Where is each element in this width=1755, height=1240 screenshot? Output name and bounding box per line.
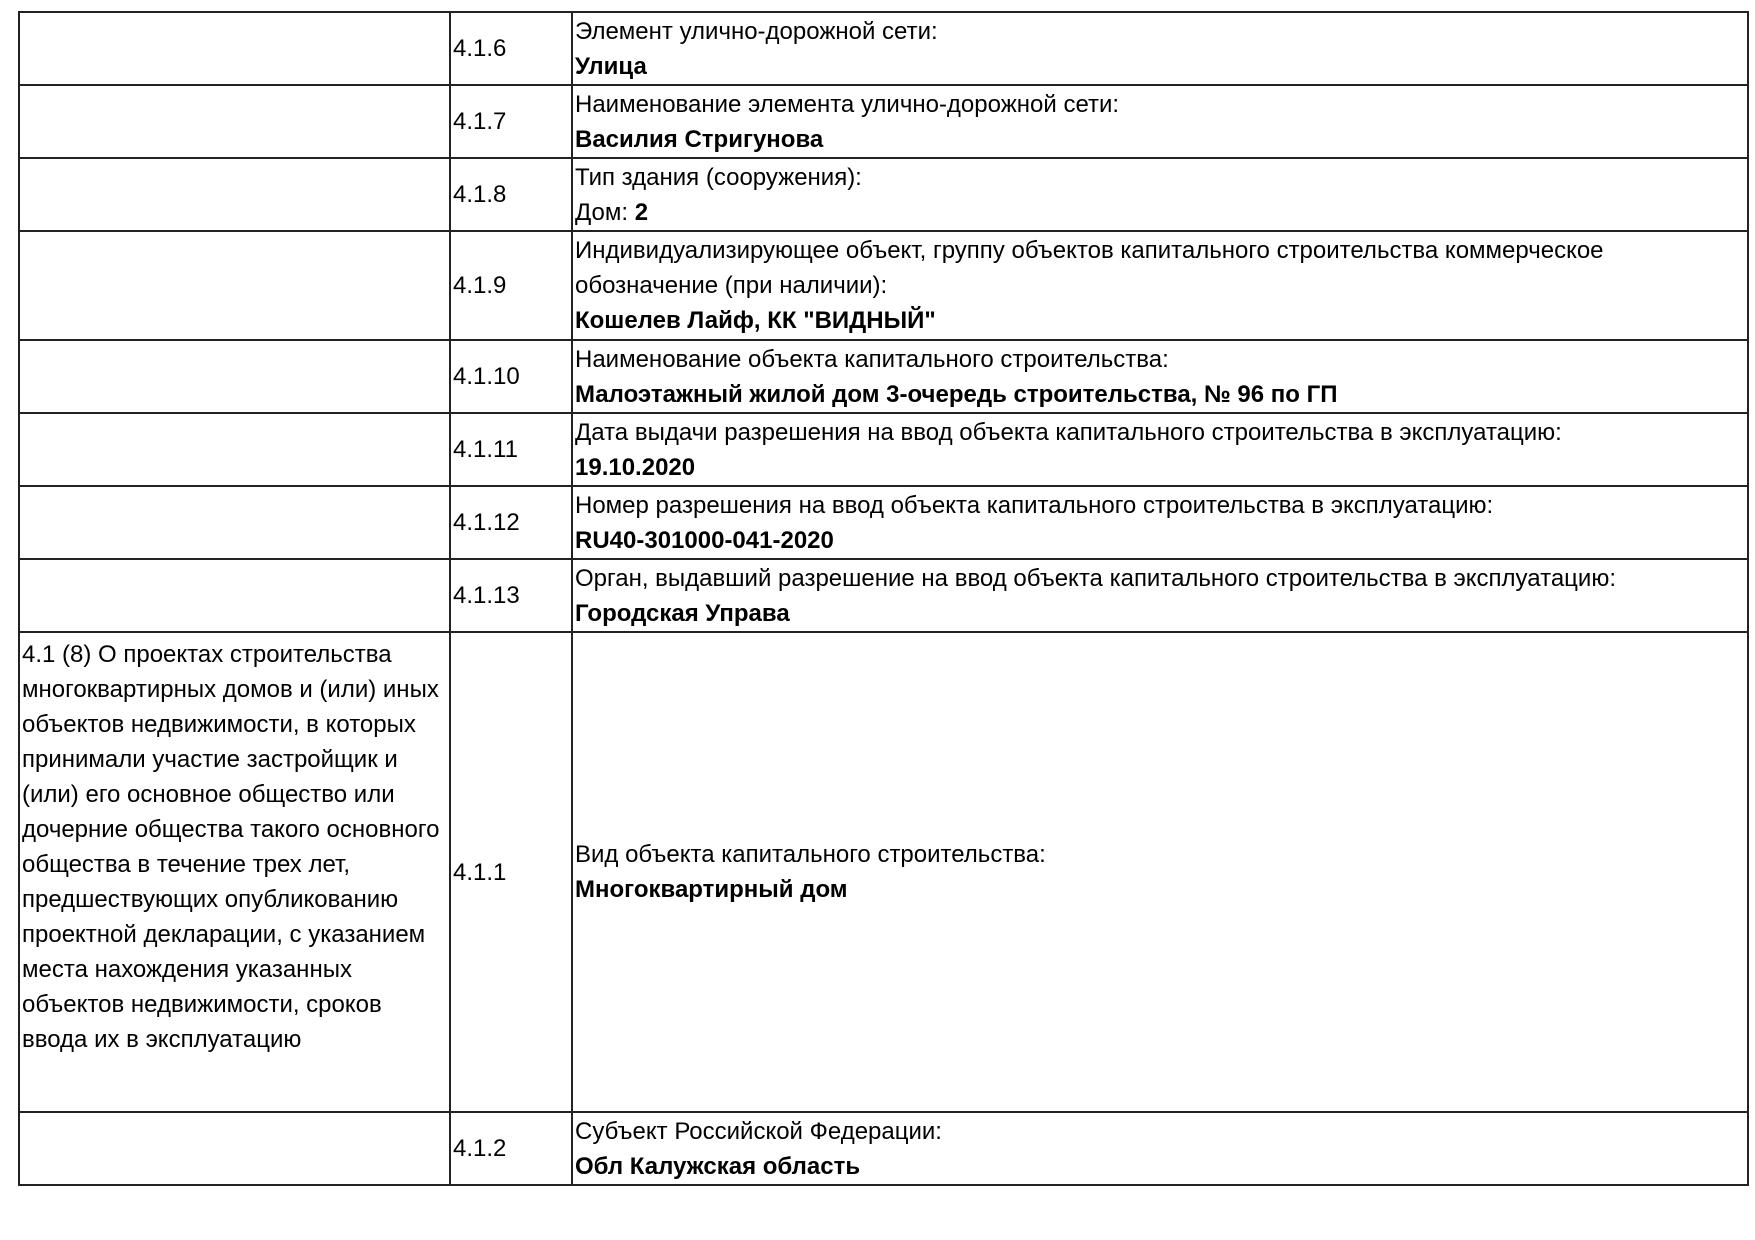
table-row: 4.1.2 Субъект Российской Федерации: Обл Ка…: [18, 1111, 1749, 1186]
field-label: Орган, выдавший разрешение на ввод объек…: [575, 564, 1616, 592]
field-label: Вид объекта капитального строительства:: [575, 841, 1046, 868]
section-cell: [18, 339, 451, 414]
field-cell: Орган, выдавший разрешение на ввод объек…: [571, 558, 1749, 633]
field-cell: Элемент улично-дорожной сети: Улица: [571, 11, 1749, 86]
field-value: 2: [634, 198, 649, 226]
table-row: 4.1.6 Элемент улично-дорожной сети: Улица: [18, 11, 1749, 86]
code-cell: 4.1.1: [449, 631, 573, 1113]
code-cell: 4.1.6: [449, 11, 573, 86]
field-value: Малоэтажный жилой дом 3-очередь строител…: [575, 380, 1338, 408]
code-cell: 4.1.9: [449, 230, 573, 341]
section-cell: [18, 1111, 451, 1186]
field-label: Субъект Российской Федерации:: [575, 1117, 942, 1145]
table-row: 4.1.7 Наименование элемента улично-дорожн…: [18, 84, 1749, 159]
field-label: Номер разрешения на ввод объекта капитал…: [575, 491, 1494, 519]
field-value: Василия Стригунова: [575, 125, 824, 153]
field-cell: Номер разрешения на ввод объекта капитал…: [571, 485, 1749, 560]
field-cell: Наименование объекта капитального строит…: [571, 339, 1749, 414]
section-cell: [18, 485, 451, 560]
field-value: Кошелев Лайф, КК "ВИДНЫЙ": [575, 307, 936, 334]
field-label: Тип здания (сооружения):: [575, 163, 862, 191]
field-label: Элемент улично-дорожной сети:: [575, 17, 938, 45]
table-row: 4.1 (8) О проектах строительства многокв…: [18, 631, 1749, 1113]
section-cell: [18, 157, 451, 232]
field-cell: Наименование элемента улично-дорожной се…: [571, 84, 1749, 159]
table-row: 4.1.11 Дата выдачи разрешения на ввод объ…: [18, 412, 1749, 487]
field-value: Улица: [575, 52, 647, 80]
field-label: Наименование элемента улично-дорожной се…: [575, 90, 1120, 118]
field-label: Наименование объекта капитального строит…: [575, 345, 1169, 373]
code-cell: 4.1.10: [449, 339, 573, 414]
field-cell: Дата выдачи разрешения на ввод объекта к…: [571, 412, 1749, 487]
code-cell: 4.1.8: [449, 157, 573, 232]
code-cell: 4.1.7: [449, 84, 573, 159]
value-prefix: Дом:: [575, 198, 635, 226]
field-value: Городская Управа: [575, 599, 790, 627]
field-value: Обл Калужская область: [575, 1152, 861, 1180]
field-value: RU40-301000-041-2020: [575, 526, 834, 554]
field-cell: Тип здания (сооружения): Дом: 2: [571, 157, 1749, 232]
field-value: Многоквартирный дом: [575, 876, 848, 903]
section-cell: [18, 412, 451, 487]
code-cell: 4.1.13: [449, 558, 573, 633]
field-label: Индивидуализирующее объект, группу объек…: [575, 237, 1604, 299]
table-row: 4.1.10 Наименование объекта капитального …: [18, 339, 1749, 414]
section-cell: [18, 230, 451, 341]
declaration-table: 4.1.6 Элемент улично-дорожной сети: Улица 4…: [18, 11, 1749, 1186]
section-cell: 4.1 (8) О проектах строительства многокв…: [18, 631, 451, 1113]
field-cell: Индивидуализирующее объект, группу объек…: [571, 230, 1749, 341]
code-cell: 4.1.12: [449, 485, 573, 560]
table-row: 4.1.12 Номер разрешения на ввод объекта к…: [18, 485, 1749, 560]
field-cell: Вид объекта капитального строительства: М…: [571, 631, 1749, 1113]
code-cell: 4.1.2: [449, 1111, 573, 1186]
field-label: Дата выдачи разрешения на ввод объекта к…: [575, 418, 1562, 446]
section-cell: [18, 11, 451, 86]
table-row: 4.1.13 Орган, выдавший разрешение на ввод…: [18, 558, 1749, 633]
section-cell: [18, 84, 451, 159]
table-row: 4.1.9 Индивидуализирующее объект, группу …: [18, 230, 1749, 341]
field-cell: Субъект Российской Федерации: Обл Калужск…: [571, 1111, 1749, 1186]
table-row: 4.1.8 Тип здания (сооружения): Дом: 2: [18, 157, 1749, 232]
code-cell: 4.1.11: [449, 412, 573, 487]
field-value: 19.10.2020: [575, 453, 696, 481]
section-cell: [18, 558, 451, 633]
